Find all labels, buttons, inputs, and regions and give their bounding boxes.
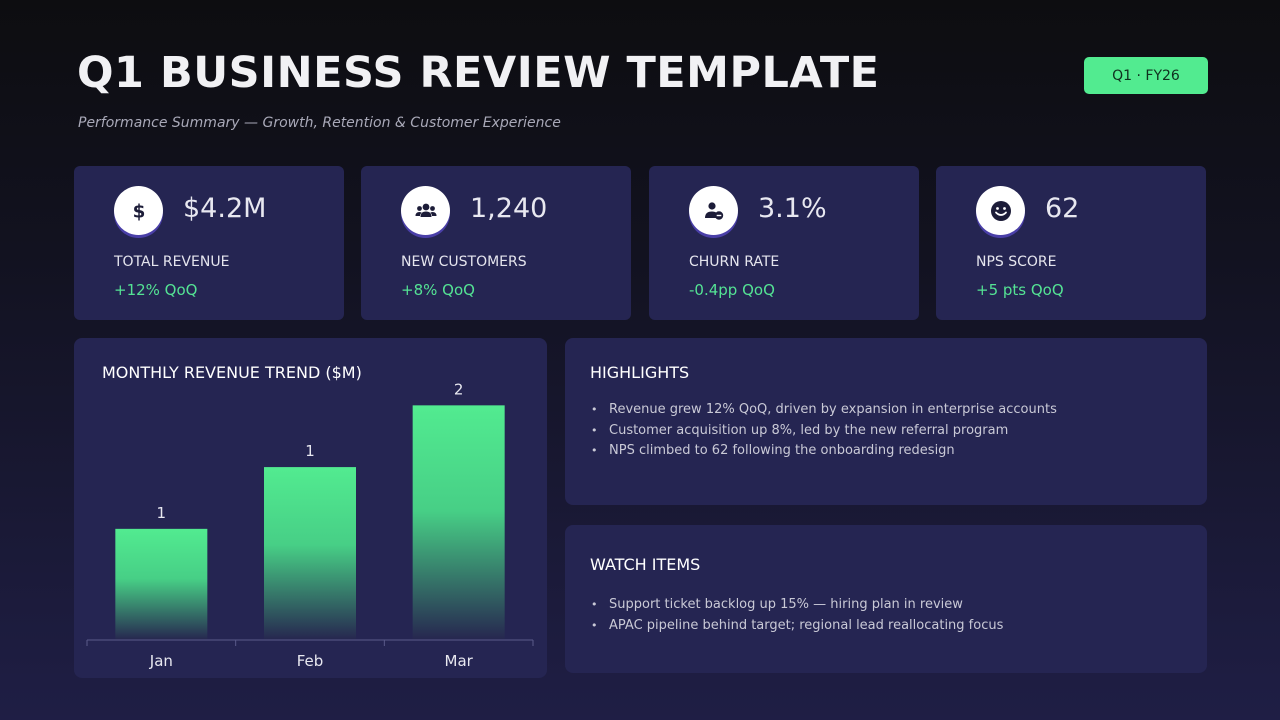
highlights-list: Revenue grew 12% QoQ, driven by expansio… xyxy=(591,400,1057,462)
kpi-card-customers: 1,240 NEW CUSTOMERS +8% QoQ xyxy=(361,166,631,320)
x-tick-label: Mar xyxy=(445,652,474,670)
kpi-card-nps: 62 NPS SCORE +5 pts QoQ xyxy=(936,166,1206,320)
x-tick-label: Feb xyxy=(297,652,324,670)
page-title: Q1 BUSINESS REVIEW TEMPLATE xyxy=(77,48,880,98)
list-item: APAC pipeline behind target; regional le… xyxy=(591,616,1003,637)
kpi-label: CHURN RATE xyxy=(689,254,780,270)
kpi-change: +12% QoQ xyxy=(114,281,198,299)
list-item: Support ticket backlog up 15% — hiring p… xyxy=(591,595,1003,616)
kpi-card-churn: 3.1% CHURN RATE -0.4pp QoQ xyxy=(649,166,919,320)
kpi-value: 3.1% xyxy=(758,193,827,224)
chart-bar xyxy=(115,528,208,640)
kpi-label: NPS SCORE xyxy=(976,254,1057,270)
chart-title: MONTHLY REVENUE TREND ($M) xyxy=(102,363,362,382)
list-item: NPS climbed to 62 following the onboardi… xyxy=(591,441,1057,462)
kpi-card-revenue: $ $4.2M TOTAL REVENUE +12% QoQ xyxy=(74,166,344,320)
users-icon xyxy=(401,186,450,235)
x-tick-label: Jan xyxy=(149,652,173,670)
chart-bar xyxy=(264,467,356,640)
smile-icon xyxy=(976,186,1025,235)
highlights-title: HIGHLIGHTS xyxy=(590,363,690,382)
watch-items-list: Support ticket backlog up 15% — hiring p… xyxy=(591,595,1003,636)
highlights-panel: HIGHLIGHTS Revenue grew 12% QoQ, driven … xyxy=(565,338,1207,505)
bar-data-label: 1 xyxy=(305,442,315,460)
list-item: Customer acquisition up 8%, led by the n… xyxy=(591,421,1057,442)
revenue-chart-panel: MONTHLY REVENUE TREND ($M) 1 Jan 1 Feb 2 Mar xyxy=(74,338,547,678)
revenue-bar-chart: 1 Jan 1 Feb 2 Mar xyxy=(86,380,534,670)
bar-data-label: 2 xyxy=(454,380,464,398)
user-minus-icon xyxy=(689,186,738,235)
kpi-change: +8% QoQ xyxy=(401,281,475,299)
kpi-value: 62 xyxy=(1045,193,1080,224)
kpi-label: NEW CUSTOMERS xyxy=(401,254,527,270)
kpi-change: -0.4pp QoQ xyxy=(689,281,775,299)
chart-bar xyxy=(412,405,505,640)
quarter-badge: Q1 · FY26 xyxy=(1084,57,1208,94)
list-item: Revenue grew 12% QoQ, driven by expansio… xyxy=(591,400,1057,421)
svg-text:$: $ xyxy=(132,201,145,222)
dollar-icon: $ xyxy=(114,186,163,235)
page-subtitle: Performance Summary — Growth, Retention … xyxy=(78,115,561,131)
kpi-change: +5 pts QoQ xyxy=(976,281,1064,299)
kpi-value: 1,240 xyxy=(470,193,548,224)
watch-items-title: WATCH ITEMS xyxy=(590,555,701,574)
watch-items-panel: WATCH ITEMS Support ticket backlog up 15… xyxy=(565,525,1207,673)
kpi-value: $4.2M xyxy=(183,193,267,224)
bar-data-label: 1 xyxy=(157,504,167,522)
kpi-label: TOTAL REVENUE xyxy=(114,254,230,270)
